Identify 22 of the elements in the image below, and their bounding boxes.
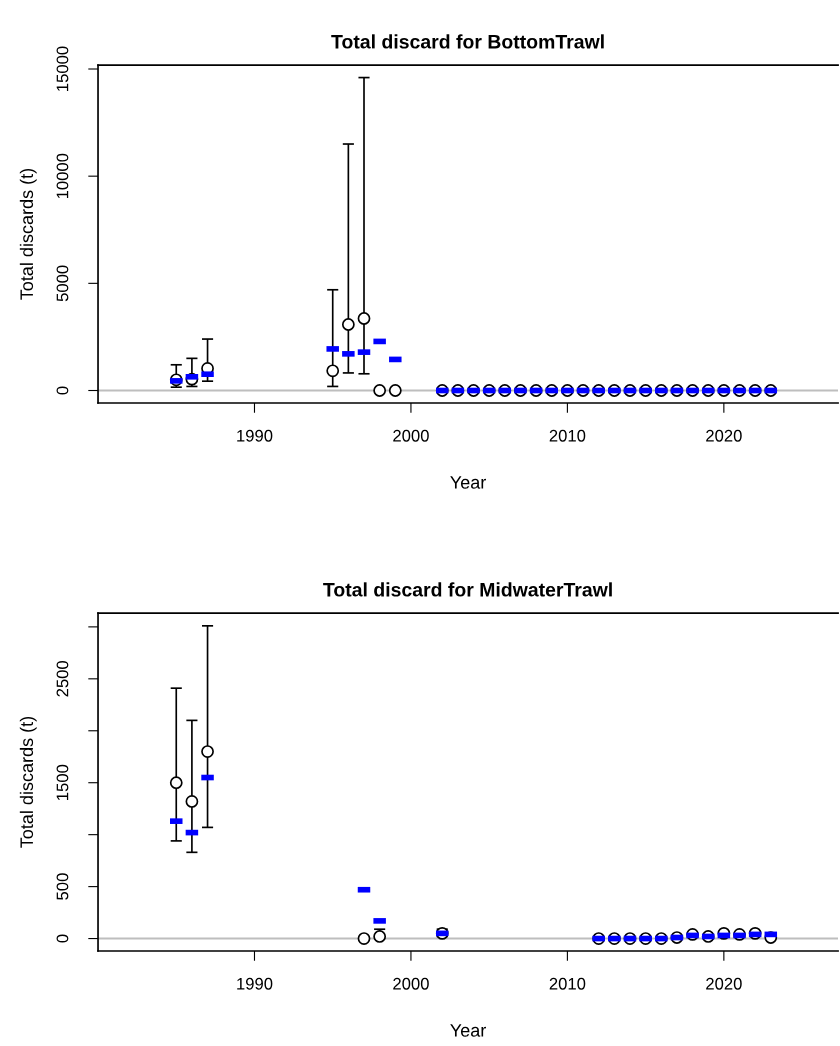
x-tick-label: 2010	[549, 977, 586, 990]
x-tick-label: 2000	[393, 977, 429, 990]
x-tick-label: 1990	[237, 977, 273, 990]
y-axis-title: Total discards (t)	[19, 716, 37, 848]
chart-title: Total discard for BottomTrawl	[331, 34, 604, 49]
y-tick-label: 0	[56, 934, 69, 943]
x-axis-title: Year	[450, 476, 486, 489]
x-tick-label: 2020	[706, 429, 742, 442]
y-axis-title: Total discards (t)	[19, 168, 37, 300]
y-tick-label: 2500	[56, 660, 69, 697]
chart-title: Total discard for MidwaterTrawl	[323, 582, 612, 597]
y-tick-label: 1500	[56, 764, 69, 800]
y-tick-label: 5000	[56, 265, 69, 302]
y-tick-label: 10000	[56, 153, 69, 199]
x-axis-title: Year	[450, 1024, 486, 1037]
x-tick-label: 2020	[706, 977, 742, 990]
y-tick-label: 15000	[56, 46, 69, 91]
x-tick-label: 2000	[393, 429, 429, 442]
x-tick-label: 1990	[237, 429, 273, 442]
x-tick-label: 2010	[549, 429, 586, 442]
y-tick-label: 500	[56, 873, 69, 900]
y-tick-label: 0	[56, 386, 69, 395]
